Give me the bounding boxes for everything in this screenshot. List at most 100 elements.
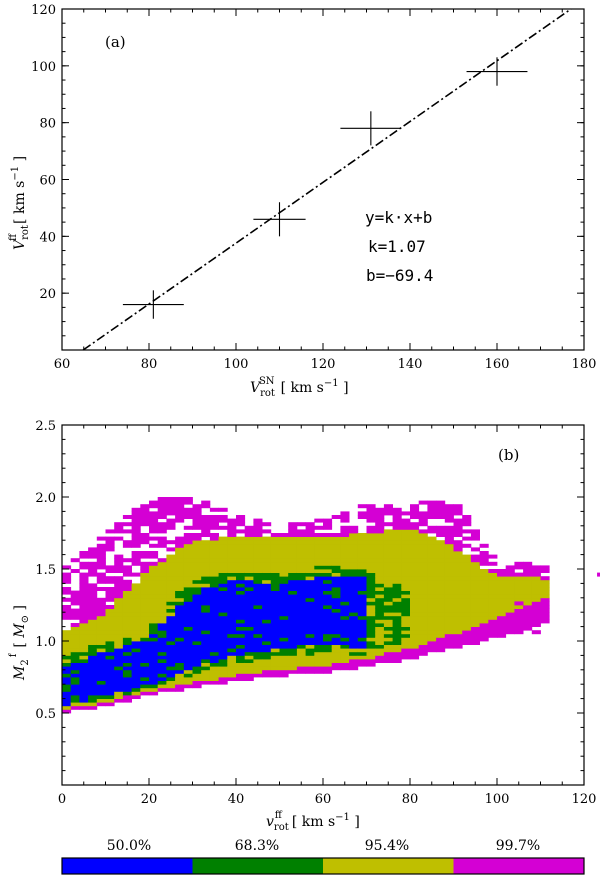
heatmap-cell xyxy=(366,601,376,606)
heatmap-cell xyxy=(410,533,420,537)
heatmap-cell xyxy=(244,623,254,627)
heatmap-cell xyxy=(192,612,202,617)
heatmap-cell xyxy=(105,587,115,591)
heatmap-cell xyxy=(262,648,272,653)
heatmap-cell xyxy=(166,522,176,527)
heatmap-cell xyxy=(140,594,150,599)
heatmap-cell xyxy=(244,594,254,599)
heatmap-cell xyxy=(157,641,167,645)
heatmap-cell xyxy=(340,536,350,541)
heatmap-cell xyxy=(122,666,132,671)
heatmap-cell xyxy=(114,565,124,570)
heatmap-cell xyxy=(166,569,176,573)
heatmap-cell xyxy=(201,590,211,595)
heatmap-cell xyxy=(88,633,98,638)
heatmap-cell xyxy=(175,597,185,602)
heatmap-cell xyxy=(262,608,272,613)
heatmap-cell xyxy=(488,605,498,609)
x-tick-label: 80 xyxy=(402,792,419,807)
heatmap-cell xyxy=(175,561,185,566)
heatmap-cell xyxy=(357,572,367,577)
heatmap-cell xyxy=(427,637,437,642)
heatmap-cell xyxy=(105,637,115,642)
heatmap-cell xyxy=(201,569,211,573)
heatmap-cell xyxy=(149,518,159,523)
heatmap-cell xyxy=(296,659,306,663)
heatmap-cell xyxy=(62,612,72,617)
heatmap-cell xyxy=(157,655,167,660)
heatmap-cell xyxy=(314,608,324,613)
heatmap-cell xyxy=(157,615,167,620)
heatmap-cell xyxy=(279,655,289,660)
heatmap-cell xyxy=(183,619,193,624)
heatmap-cell xyxy=(218,507,228,512)
heatmap-cell xyxy=(383,637,393,642)
heatmap-cell xyxy=(288,615,298,620)
heatmap-cell xyxy=(349,666,359,671)
heatmap-cell xyxy=(279,637,289,642)
heatmap-cell xyxy=(175,669,185,674)
heatmap-cell xyxy=(62,615,72,620)
heatmap-cell xyxy=(175,579,185,584)
heatmap-cell xyxy=(331,641,341,645)
heatmap-cell xyxy=(244,666,254,671)
heatmap-cell xyxy=(383,659,393,663)
heatmap-cell xyxy=(314,669,324,674)
heatmap-cell xyxy=(375,651,385,656)
heatmap-cell xyxy=(201,522,211,527)
heatmap-cell xyxy=(149,569,159,573)
heatmap-cell xyxy=(453,590,463,595)
heatmap-cell xyxy=(453,597,463,602)
heatmap-cell xyxy=(122,655,132,660)
heatmap-cell xyxy=(279,540,289,545)
heatmap-cell xyxy=(262,529,272,534)
heatmap-cell xyxy=(349,554,359,559)
heatmap-cell xyxy=(236,558,246,563)
heatmap-cell xyxy=(444,619,454,624)
heatmap-cell xyxy=(392,608,402,613)
heatmap-cell xyxy=(192,684,202,689)
heatmap-cell xyxy=(88,659,98,663)
heatmap-cell xyxy=(201,594,211,599)
heatmap-cell xyxy=(418,540,428,545)
heatmap-cell xyxy=(62,633,72,638)
heatmap-cell xyxy=(531,612,541,617)
heatmap-cell xyxy=(149,623,159,627)
heatmap-cell xyxy=(540,583,550,588)
heatmap-cell xyxy=(105,641,115,645)
heatmap-cell xyxy=(470,529,480,534)
heatmap-cell xyxy=(410,633,420,638)
heatmap-cell xyxy=(114,619,124,624)
heatmap-cell xyxy=(79,637,89,642)
heatmap-cell xyxy=(227,554,237,559)
heatmap-cell xyxy=(244,540,254,545)
heatmap-cell xyxy=(357,615,367,620)
heatmap-cell xyxy=(462,518,472,523)
heatmap-cell xyxy=(244,554,254,559)
heatmap-cell xyxy=(209,662,219,667)
heatmap-cell xyxy=(296,587,306,591)
heatmap-cell xyxy=(96,558,106,563)
heatmap-cell xyxy=(296,641,306,645)
heatmap-cell xyxy=(62,673,72,678)
heatmap-cell xyxy=(175,680,185,685)
heatmap-cell xyxy=(383,626,393,631)
heatmap-cell xyxy=(79,626,89,631)
heatmap-cell xyxy=(192,680,202,685)
heatmap-cell xyxy=(157,536,167,541)
heatmap-cell xyxy=(157,500,167,505)
heatmap-cell xyxy=(340,662,350,667)
heatmap-cell xyxy=(531,587,541,591)
heatmap-cell xyxy=(444,547,454,552)
heatmap-cell xyxy=(279,666,289,671)
heatmap-cell xyxy=(436,525,446,530)
heatmap-cell xyxy=(209,547,219,552)
heatmap-cell xyxy=(436,601,446,606)
heatmap-cell xyxy=(462,612,472,617)
heatmap-cell xyxy=(392,576,402,581)
heatmap-cell xyxy=(79,565,89,570)
heatmap-cell xyxy=(114,587,124,591)
heatmap-cell xyxy=(70,594,80,599)
heatmap-cell xyxy=(401,547,411,552)
